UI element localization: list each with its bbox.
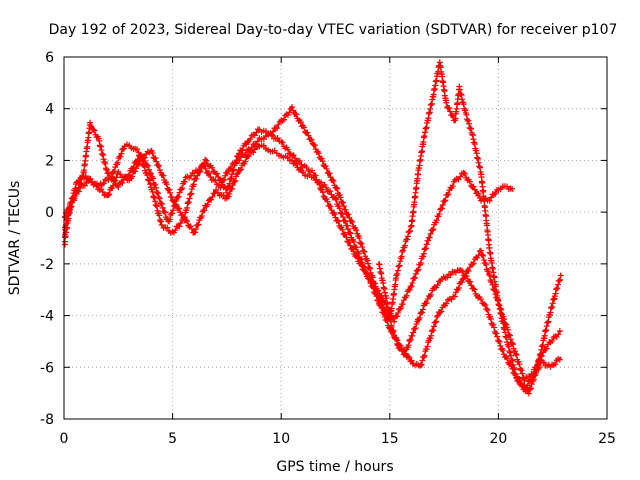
y-tick-label: 6 <box>45 50 54 66</box>
x-axis-label: GPS time / hours <box>276 459 393 475</box>
y-tick-label: -8 <box>40 412 54 428</box>
y-tick-label: -2 <box>40 257 54 273</box>
y-tick-label: -6 <box>40 360 54 376</box>
x-tick-label: 0 <box>60 431 69 447</box>
chart-title: Day 192 of 2023, Sidereal Day-to-day VTE… <box>49 22 618 38</box>
series-markers <box>375 261 564 397</box>
y-tick-label: 2 <box>45 153 54 169</box>
x-tick-label: 10 <box>272 431 290 447</box>
x-tick-label: 5 <box>168 431 177 447</box>
series-track-4 <box>375 261 564 397</box>
y-axis-label: SDTVAR / TECUs <box>7 181 23 296</box>
y-tick-label: 4 <box>45 102 54 118</box>
axis-ticks: 0 5 10 15 20 25 -8 -6 -4 -2 0 2 4 6 <box>40 50 616 447</box>
y-tick-label: -4 <box>40 309 54 325</box>
plot-frame <box>63 56 608 420</box>
x-tick-label: 20 <box>489 431 507 447</box>
x-tick-label: 15 <box>381 431 399 447</box>
plot-area <box>62 59 564 397</box>
y-tick-label: 0 <box>45 205 54 221</box>
x-tick-label: 25 <box>598 431 616 447</box>
